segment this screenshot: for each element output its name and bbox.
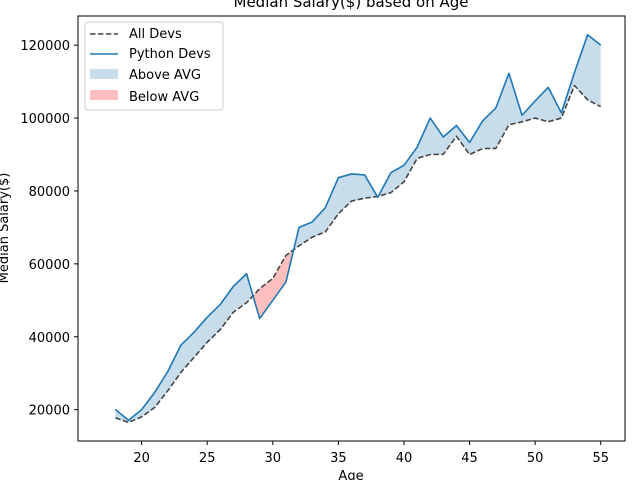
x-tick-label: 35 [330,451,347,466]
legend-label-above-avg: Above AVG [129,68,201,83]
fill-above-avg-segment [154,371,168,408]
fill-above-avg-segment [535,87,549,122]
legend: All Devs Python Devs Above AVG Below AVG [84,21,224,111]
fill-above-avg-segment [141,392,155,417]
x-tick-label: 40 [396,451,413,466]
fill-above-avg-segment [430,118,444,155]
fill-below-avg-segment [272,255,286,301]
legend-label-python-devs: Python Devs [129,47,211,62]
y-tick-label: 80000 [29,185,70,200]
legend-swatch-above-avg [90,69,118,79]
fill-above-avg-segment [443,125,457,155]
fill-above-avg-segment [574,34,588,100]
plot-frame [77,15,626,442]
fill-above-avg-segment [351,173,365,202]
fill-above-avg-segment [207,304,221,343]
y-axis: 20000 40000 60000 80000 100000 120000 [20,39,78,419]
fill-above-avg-segment [548,87,562,122]
y-tick-label: 40000 [29,331,70,346]
x-tick-label: 55 [592,451,609,466]
x-tick-label: 50 [527,451,544,466]
fill-above-avg-segment [403,147,418,182]
x-tick-label: 30 [265,451,282,466]
y-tick-label: 20000 [29,404,70,419]
lines-layer [114,33,602,424]
fill-above-avg-segment [220,286,234,330]
x-axis: 20 25 30 35 40 45 50 55 [133,441,609,466]
fill-above-avg-segment [167,345,181,391]
y-tick-label: 120000 [20,39,70,54]
fill-below-avg-segment [259,278,273,319]
x-tick-label: 25 [199,451,216,466]
legend-label-below-avg: Below AVG [129,90,199,105]
fill-above-avg-segment [325,177,339,232]
legend-box [84,21,224,111]
legend-label-all-devs: All Devs [129,27,182,42]
y-axis-label: Median Salary($) [0,173,12,284]
fill-above-avg-segment [299,221,313,246]
fill-above-avg-segment [194,317,208,358]
legend-swatch-below-avg [90,90,118,100]
series-line-all-devs [115,84,602,424]
fill-above-avg-segment [312,207,326,238]
x-tick-label: 20 [133,451,150,466]
chart-title: Median Salary($) based on Age [234,0,469,11]
fill-above-avg-segment [522,100,536,122]
y-tick-label: 100000 [20,112,70,127]
fill-above-avg-segment [469,120,483,155]
series-line-python-devs [114,33,602,422]
fill-above-avg-segment [587,34,601,107]
fill-above-avg-segment [390,165,404,193]
fill-above-avg-segment [417,118,431,159]
fill-above-avg-segment [456,125,470,155]
x-axis-label: Age [338,469,363,480]
y-tick-label: 60000 [29,258,70,273]
x-tick-label: 45 [461,451,478,466]
